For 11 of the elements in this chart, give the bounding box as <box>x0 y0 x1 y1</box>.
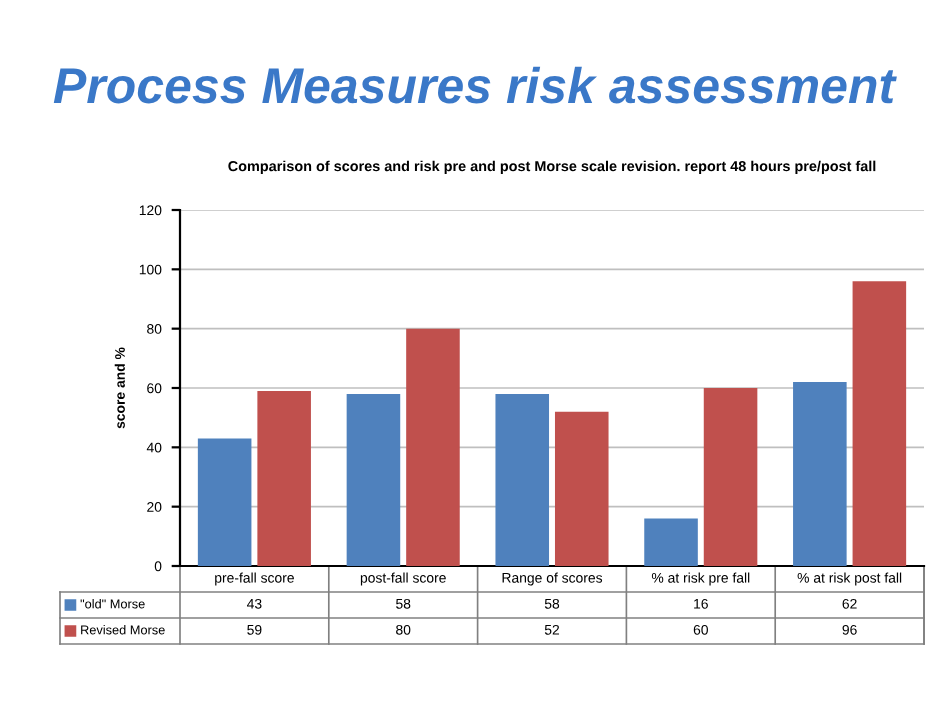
bar <box>495 393 550 566</box>
bar <box>554 411 609 566</box>
bar <box>703 388 758 566</box>
chart-title: Process Measures risk assessment <box>53 66 897 104</box>
bar <box>257 390 311 566</box>
bar <box>346 393 401 566</box>
bar <box>197 438 252 566</box>
bar <box>644 518 698 566</box>
bar <box>406 328 460 566</box>
bar <box>852 281 907 566</box>
bar <box>793 382 847 566</box>
